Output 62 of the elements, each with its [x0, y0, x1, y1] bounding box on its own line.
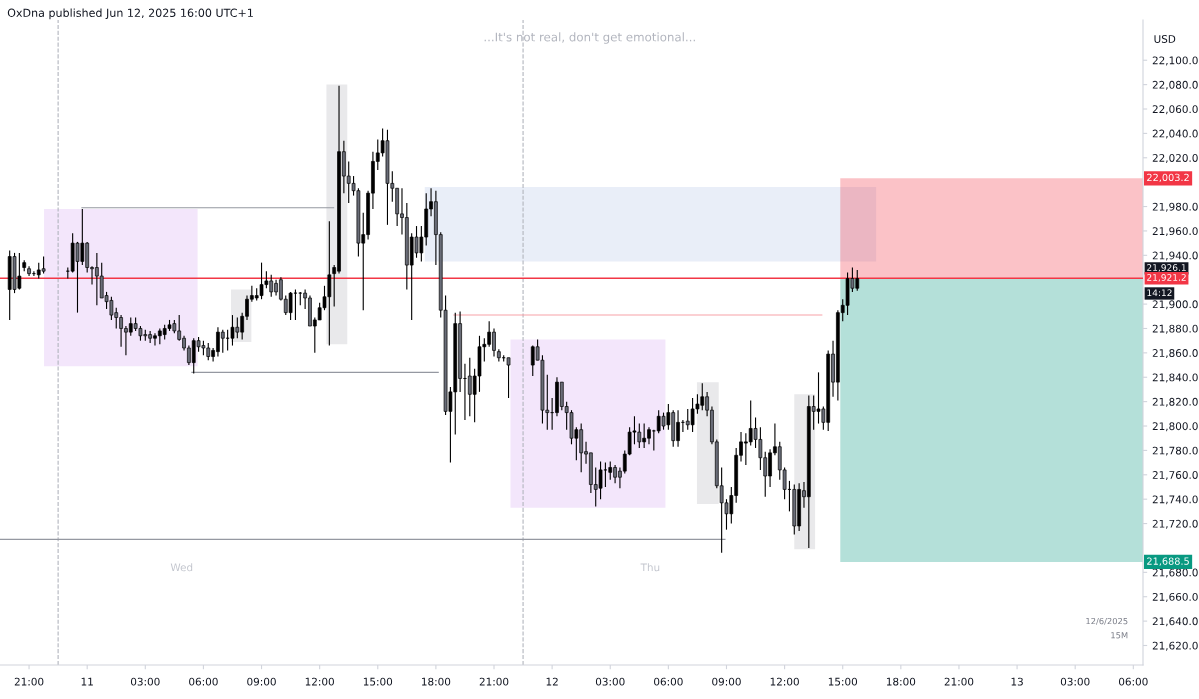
x-tick-label: 12:00 [770, 677, 799, 686]
y-tick-label: 21,900.0 [1152, 300, 1198, 310]
y-tick-label: 22,080.0 [1152, 80, 1198, 90]
annotation: Wed [170, 563, 193, 572]
annotation: 12/6/2025 [1086, 617, 1128, 625]
x-tick-label: 12 [546, 677, 558, 686]
x-tick-label: 15:00 [363, 677, 393, 686]
candlestick [598, 460, 603, 500]
y-tick-label: 22,020.0 [1152, 154, 1198, 163]
x-tick-label: 06:00 [654, 677, 683, 686]
y-tick-label: 21,680.0 [1152, 568, 1198, 578]
y-tick-label: 21,620.0 [1152, 641, 1198, 651]
x-tick-label: 09:00 [712, 677, 741, 686]
x-tick-label: 11 [81, 677, 93, 686]
x-tick-label: 06:00 [189, 677, 218, 686]
x-tick-label: 21:00 [944, 677, 974, 686]
band-label: 21,688.5 [1147, 557, 1189, 566]
y-tick-label: 21,740.0 [1152, 495, 1198, 505]
candlestick [288, 291, 293, 321]
y-tick-label: 21,800.0 [1152, 422, 1198, 432]
y-tick-label: 21,820.0 [1152, 397, 1198, 407]
y-tick-label: 21,760.0 [1152, 471, 1198, 480]
text: 21,926.1 [1147, 264, 1186, 272]
y-tick-label: 22,040.0 [1152, 129, 1198, 139]
y-axis-title: USD [1154, 35, 1176, 43]
candlestick [230, 314, 235, 347]
y-tick-label: 21,960.0 [1152, 227, 1198, 237]
candlestick [220, 329, 225, 354]
candlestick [651, 429, 656, 451]
annotation: 15M [1111, 632, 1128, 639]
x-tick-label: 21:00 [479, 677, 509, 686]
y-tick-label: 21,840.0 [1152, 373, 1198, 383]
candlestick [608, 460, 613, 481]
x-tick-label: 09:00 [247, 677, 276, 686]
y-tick-label: 21,860.0 [1152, 349, 1198, 359]
y-tick-label: 22,100.0 [1152, 56, 1198, 66]
y-tick-label: 21,780.0 [1152, 446, 1198, 456]
x-tick-label: 03:00 [130, 677, 160, 686]
y-tick-label: 21,880.0 [1152, 324, 1198, 334]
x-tick-label: 13 [1011, 677, 1023, 686]
y-tick-label: 21,980.0 [1152, 202, 1198, 212]
ref-line-label: 21,921.2 [1147, 274, 1186, 282]
candlestick [816, 371, 821, 425]
x-tick-label: 15:00 [828, 677, 858, 686]
x-tick-label: 12:00 [305, 677, 334, 686]
y-tick-label: 22,060.0 [1152, 105, 1198, 115]
text: 14:12 [1147, 289, 1172, 296]
x-tick-label: 18:00 [422, 677, 451, 686]
candlestick [506, 357, 511, 399]
x-tick-label: 18:00 [886, 677, 916, 686]
x-tick-label: 03:00 [595, 677, 625, 686]
x-tick-label: 03:00 [1060, 677, 1090, 686]
y-tick-label: 21,940.0 [1152, 251, 1198, 261]
band-label: 22,003.2 [1147, 173, 1189, 183]
y-tick-label: 21,660.0 [1152, 592, 1198, 602]
x-tick-label: 06:00 [1118, 677, 1148, 686]
y-tick-label: 21,640.0 [1152, 617, 1198, 627]
x-tick-label: 21:00 [14, 677, 44, 686]
annotation: ...It's not real, don't get emotional... [484, 32, 695, 44]
y-tick-label: 21,720.0 [1152, 519, 1198, 529]
annotation: Thu [640, 563, 660, 572]
chart-title: OxDna published Jun 12, 2025 16:00 UTC+1 [7, 8, 253, 20]
